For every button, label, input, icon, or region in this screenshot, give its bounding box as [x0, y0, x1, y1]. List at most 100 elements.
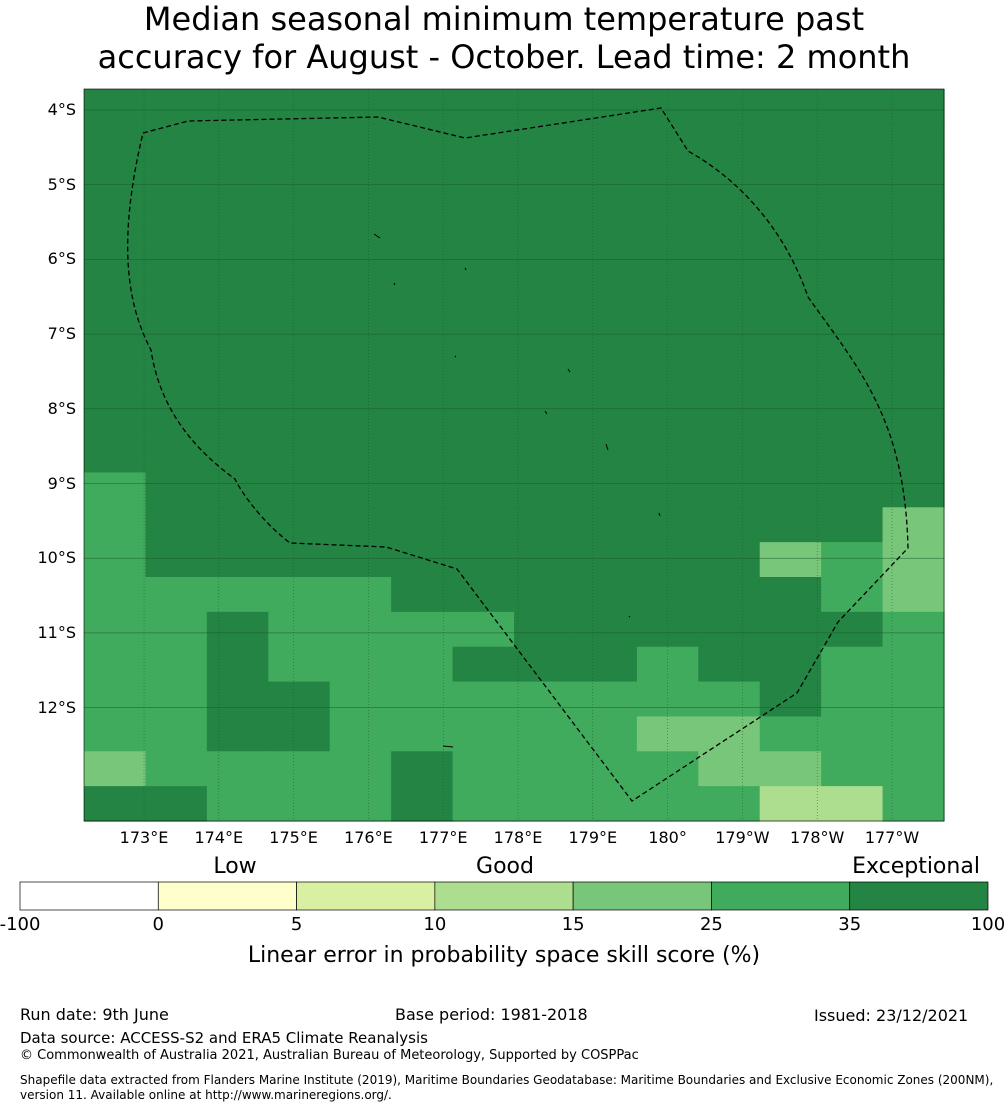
grid-cell	[391, 123, 454, 160]
grid-cell	[821, 681, 884, 718]
grid-cell	[268, 367, 331, 404]
grid-cell	[636, 298, 699, 334]
grid-cell	[329, 228, 392, 264]
grid-cell	[636, 158, 699, 195]
grid-cell	[206, 158, 269, 195]
grid-cell	[636, 402, 699, 439]
grid-cell	[268, 263, 331, 299]
category-exceptional: Exceptional	[852, 854, 980, 879]
grid-cell	[391, 228, 454, 264]
grid-cell	[268, 681, 331, 718]
grid-cell	[329, 611, 392, 648]
longitude-label: 174°E	[194, 828, 244, 847]
grid-cell	[882, 402, 945, 439]
grid-cell	[145, 263, 208, 299]
grid-cell	[821, 367, 884, 404]
grid-cell	[821, 437, 884, 474]
grid-cell	[452, 89, 515, 125]
grid-cell	[514, 123, 577, 160]
grid-cell	[759, 577, 822, 613]
grid-cell	[636, 716, 699, 752]
grid-cell	[206, 402, 269, 439]
grid-cell	[84, 123, 147, 160]
grid-cell	[452, 681, 515, 718]
grid-cell	[882, 333, 945, 369]
grid-cell	[575, 333, 638, 369]
latitude-label: 10°S	[37, 548, 76, 568]
map-frame	[83, 88, 945, 822]
grid-cell	[759, 542, 822, 578]
grid-cell	[698, 681, 761, 718]
grid-cell	[698, 123, 761, 160]
grid-cell	[821, 751, 884, 787]
grid-cell	[329, 681, 392, 718]
grid-cell	[882, 577, 945, 613]
grid-cell	[882, 298, 945, 334]
grid-cell	[206, 507, 269, 543]
grid-cell	[882, 193, 945, 230]
grid-cell	[636, 123, 699, 160]
grid-cell	[391, 193, 454, 230]
grid-cell	[452, 123, 515, 160]
grid-cell	[882, 228, 945, 264]
grid-cell	[329, 542, 392, 578]
grid-cell	[882, 472, 945, 508]
grid-cell	[575, 123, 638, 160]
grid-cell	[206, 263, 269, 299]
category-low: Low	[213, 854, 257, 879]
grid-cell	[636, 263, 699, 299]
island	[373, 233, 381, 239]
grid-cell	[882, 367, 945, 404]
grid-cell	[84, 786, 147, 822]
grid-cell	[391, 89, 454, 125]
grid-cell	[452, 193, 515, 230]
grid-cell	[391, 367, 454, 404]
grid-cell	[514, 716, 577, 752]
longitude-label: 179°E	[568, 828, 618, 847]
grid-cell	[206, 542, 269, 578]
grid-cell	[84, 437, 147, 474]
grid-cell	[575, 786, 638, 822]
grid-cell	[206, 646, 269, 683]
grid-cell	[329, 786, 392, 822]
grid-cell	[391, 786, 454, 822]
latitude-label: 7°S	[47, 324, 76, 344]
grid-cell	[636, 333, 699, 369]
longitude-label: 180°	[648, 828, 687, 847]
grid-cell	[329, 333, 392, 369]
grid-cell	[84, 367, 147, 404]
grid-cell	[882, 507, 945, 543]
longitude-label: 177°W	[864, 828, 920, 847]
grid-cell	[84, 507, 147, 543]
grid-cell	[206, 123, 269, 160]
island	[454, 355, 457, 358]
grid-cell	[698, 716, 761, 752]
grid-cell	[575, 193, 638, 230]
grid-cell	[452, 611, 515, 648]
latitude-label: 11°S	[37, 622, 76, 642]
grid-cell	[145, 786, 208, 822]
grid-cell	[514, 158, 577, 195]
grid-cell	[882, 542, 945, 578]
grid-cell	[698, 402, 761, 439]
grid-cell	[268, 507, 331, 543]
grid-cell	[145, 611, 208, 648]
shapefile-credit: Shapefile data extracted from Flanders M…	[20, 1073, 994, 1102]
longitude-label: 179°W	[715, 828, 770, 847]
grid-cell	[698, 786, 761, 822]
category-good: Good	[476, 854, 534, 879]
base-period: Base period: 1981-2018	[395, 1005, 588, 1024]
grid-cell	[84, 263, 147, 299]
grid-cell	[759, 367, 822, 404]
grid-cell	[514, 228, 577, 264]
grid-cell	[391, 158, 454, 195]
data-source: Data source: ACCESS-S2 and ERA5 Climate …	[20, 1029, 428, 1047]
grid-cell	[452, 298, 515, 334]
colorbar-title: Linear error in probability space skill …	[247, 943, 761, 968]
grid-cell	[206, 786, 269, 822]
grid-cell	[759, 472, 822, 508]
grid-cell	[391, 716, 454, 752]
grid-cell	[636, 507, 699, 543]
grid-cell	[759, 89, 822, 125]
grid-cell	[391, 263, 454, 299]
